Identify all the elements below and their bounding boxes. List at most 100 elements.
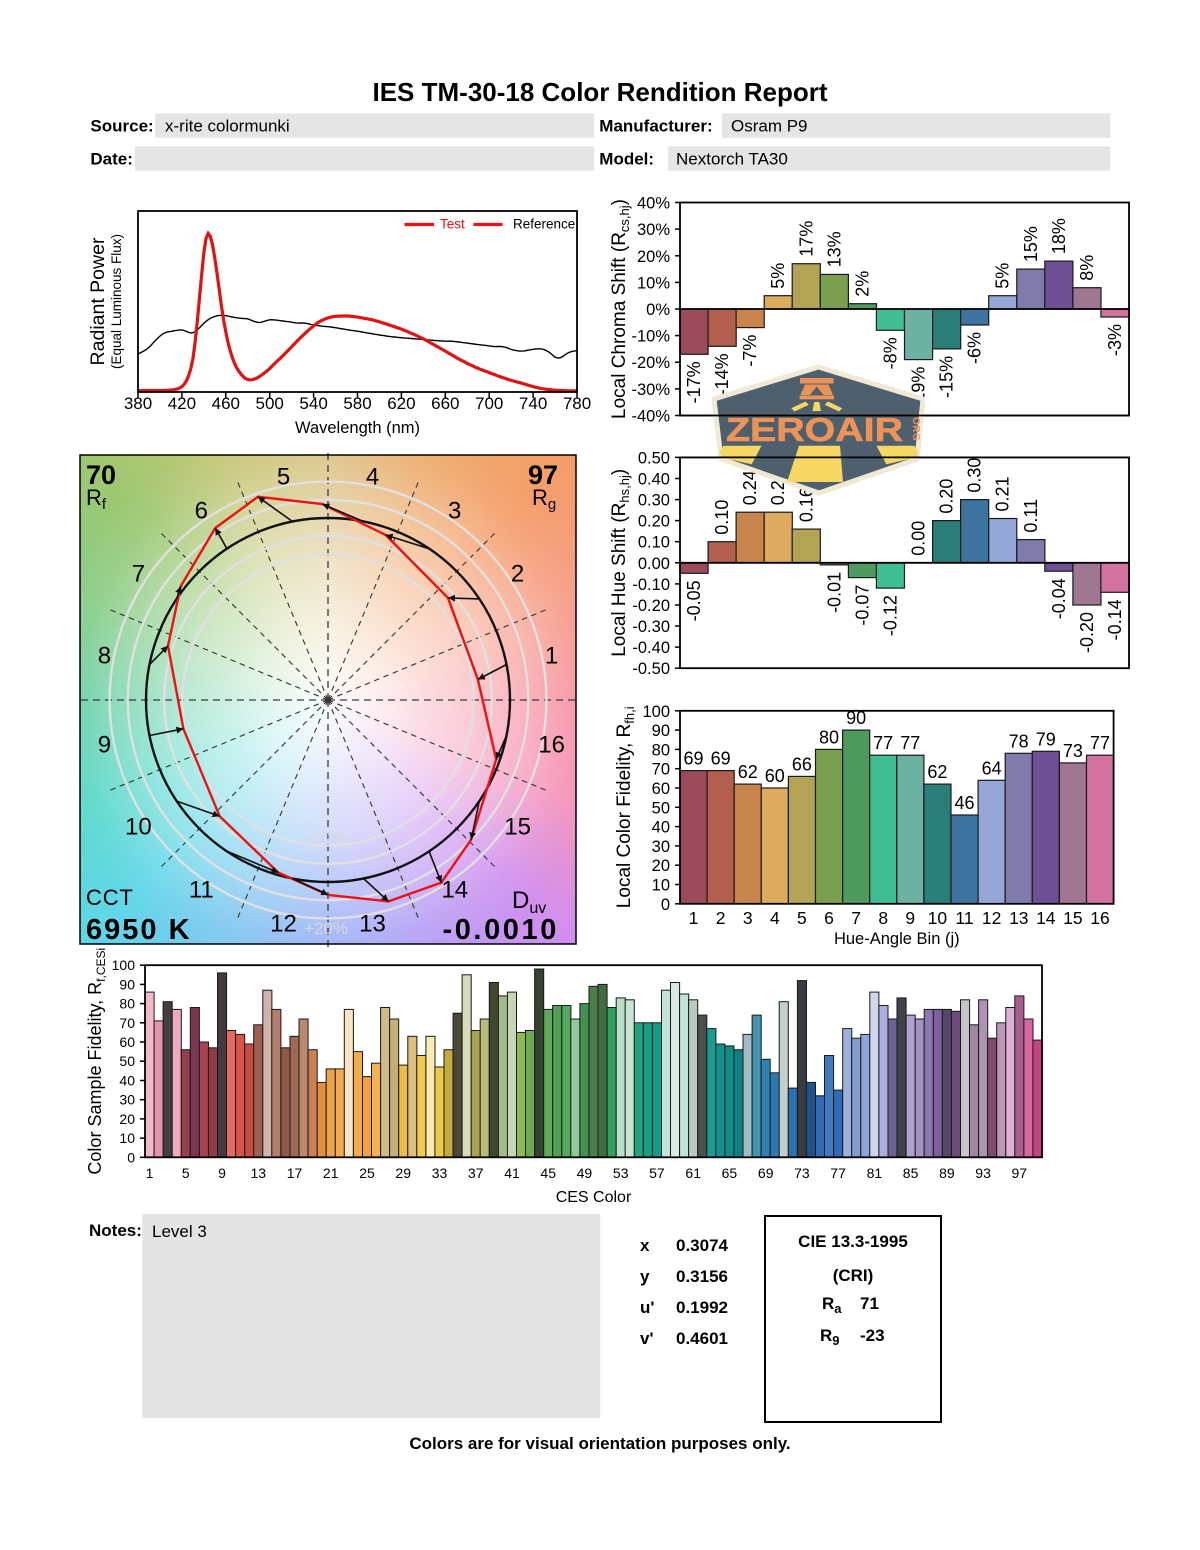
svg-text:Rf: Rf xyxy=(86,485,107,513)
svg-text:-0.12: -0.12 xyxy=(881,595,901,636)
svg-text:0.40: 0.40 xyxy=(638,471,670,489)
svg-text:7: 7 xyxy=(851,908,861,928)
svg-text:-6%: -6% xyxy=(965,332,985,364)
svg-text:9: 9 xyxy=(905,908,915,928)
svg-text:IES TM-30-18 Color Rendition R: IES TM-30-18 Color Rendition Report xyxy=(372,77,827,107)
svg-text:Duv: Duv xyxy=(512,887,546,917)
svg-text:u': u' xyxy=(640,1298,654,1317)
svg-text:-15%: -15% xyxy=(937,356,957,398)
svg-text:20%: 20% xyxy=(637,248,670,266)
svg-text:-20%: -20% xyxy=(631,354,670,372)
svg-text:460: 460 xyxy=(212,394,240,413)
svg-text:1: 1 xyxy=(146,1165,154,1181)
svg-text:70: 70 xyxy=(119,1015,135,1031)
svg-text:40%: 40% xyxy=(637,195,670,213)
svg-text:540: 540 xyxy=(299,394,327,413)
svg-text:-0.05: -0.05 xyxy=(684,580,704,621)
svg-text:15%: 15% xyxy=(1021,226,1041,262)
svg-text:20: 20 xyxy=(652,857,670,875)
svg-text:5: 5 xyxy=(182,1165,190,1181)
svg-text:65: 65 xyxy=(722,1165,738,1181)
svg-text:16: 16 xyxy=(538,732,565,759)
svg-text:60: 60 xyxy=(119,1034,135,1050)
svg-text:Wavelength (nm): Wavelength (nm) xyxy=(295,419,420,437)
svg-text:ORG: ORG xyxy=(910,417,921,441)
svg-text:9: 9 xyxy=(218,1165,226,1181)
svg-text:21: 21 xyxy=(323,1165,339,1181)
svg-text:20: 20 xyxy=(119,1111,135,1127)
svg-text:13: 13 xyxy=(1009,908,1028,928)
svg-text:71: 71 xyxy=(860,1294,879,1313)
svg-text:Nextorch TA30: Nextorch TA30 xyxy=(676,149,788,168)
svg-text:0: 0 xyxy=(127,1149,135,1165)
svg-text:93: 93 xyxy=(975,1165,991,1181)
svg-text:77: 77 xyxy=(873,733,893,753)
svg-text:6: 6 xyxy=(195,497,208,524)
svg-text:90: 90 xyxy=(652,722,670,740)
svg-text:69: 69 xyxy=(683,749,703,769)
svg-text:90: 90 xyxy=(119,976,135,992)
svg-text:77: 77 xyxy=(830,1165,846,1181)
svg-text:-0.20: -0.20 xyxy=(1077,612,1097,653)
svg-text:10: 10 xyxy=(125,814,152,841)
svg-text:46: 46 xyxy=(954,793,974,813)
svg-text:700: 700 xyxy=(475,394,503,413)
svg-text:Radiant Power: Radiant Power xyxy=(87,237,109,365)
svg-text:-17%: -17% xyxy=(684,361,704,403)
svg-text:-20%: -20% xyxy=(306,828,346,847)
svg-text:-14%: -14% xyxy=(712,353,732,395)
svg-text:660: 660 xyxy=(431,394,459,413)
svg-text:0.16: 0.16 xyxy=(796,487,816,522)
svg-text:60: 60 xyxy=(765,766,785,786)
svg-text:12: 12 xyxy=(982,908,1001,928)
svg-text:Reference: Reference xyxy=(513,217,575,232)
svg-text:0.00: 0.00 xyxy=(638,555,670,573)
svg-text:14: 14 xyxy=(441,877,468,904)
svg-text:Local Chroma Shift (Rcs,hj): Local Chroma Shift (Rcs,hj) xyxy=(609,199,632,419)
svg-text:45: 45 xyxy=(540,1165,556,1181)
svg-text:0.10: 0.10 xyxy=(712,500,732,535)
svg-text:Hue-Angle Bin (j): Hue-Angle Bin (j) xyxy=(834,930,960,948)
svg-text:500: 500 xyxy=(256,394,284,413)
svg-text:10: 10 xyxy=(928,908,948,928)
svg-text:-3%: -3% xyxy=(1105,324,1125,356)
svg-text:8: 8 xyxy=(98,643,111,670)
svg-text:Test: Test xyxy=(440,217,465,232)
svg-text:29: 29 xyxy=(395,1165,411,1181)
svg-text:0.50: 0.50 xyxy=(638,449,670,467)
svg-text:Osram P9: Osram P9 xyxy=(731,117,808,136)
svg-text:0.3074: 0.3074 xyxy=(676,1236,729,1255)
svg-text:40: 40 xyxy=(652,819,670,837)
svg-text:CES Color: CES Color xyxy=(556,1189,632,1206)
svg-text:30: 30 xyxy=(119,1092,135,1108)
svg-text:90: 90 xyxy=(846,708,866,728)
svg-text:740: 740 xyxy=(519,394,547,413)
svg-text:-0.07: -0.07 xyxy=(852,585,872,626)
svg-text:1: 1 xyxy=(545,643,558,670)
svg-text:0.30: 0.30 xyxy=(965,458,985,493)
svg-text:2: 2 xyxy=(511,560,524,587)
svg-text:380: 380 xyxy=(124,394,152,413)
svg-text:Ra: Ra xyxy=(822,1294,842,1316)
svg-text:13: 13 xyxy=(251,1165,267,1181)
svg-text:Date:: Date: xyxy=(90,149,133,168)
svg-text:100: 100 xyxy=(642,703,670,721)
svg-text:0.10: 0.10 xyxy=(638,534,670,552)
svg-text:66: 66 xyxy=(792,754,812,774)
svg-text:-0.14: -0.14 xyxy=(1105,599,1125,640)
svg-text:0.20: 0.20 xyxy=(638,513,670,531)
svg-text:5: 5 xyxy=(277,463,290,490)
svg-text:0.20: 0.20 xyxy=(937,479,957,514)
svg-text:0.11: 0.11 xyxy=(1021,499,1041,533)
svg-text:9: 9 xyxy=(98,732,111,759)
svg-text:3: 3 xyxy=(743,908,753,928)
svg-text:1: 1 xyxy=(689,908,699,928)
svg-text:4: 4 xyxy=(366,463,379,490)
svg-text:4: 4 xyxy=(770,908,780,928)
svg-text:78: 78 xyxy=(1009,731,1029,751)
svg-text:CCT: CCT xyxy=(86,885,134,910)
svg-text:11: 11 xyxy=(189,877,214,904)
svg-text:64: 64 xyxy=(982,758,1002,778)
svg-text:Level 3: Level 3 xyxy=(152,1222,207,1241)
svg-text:53: 53 xyxy=(613,1165,629,1181)
